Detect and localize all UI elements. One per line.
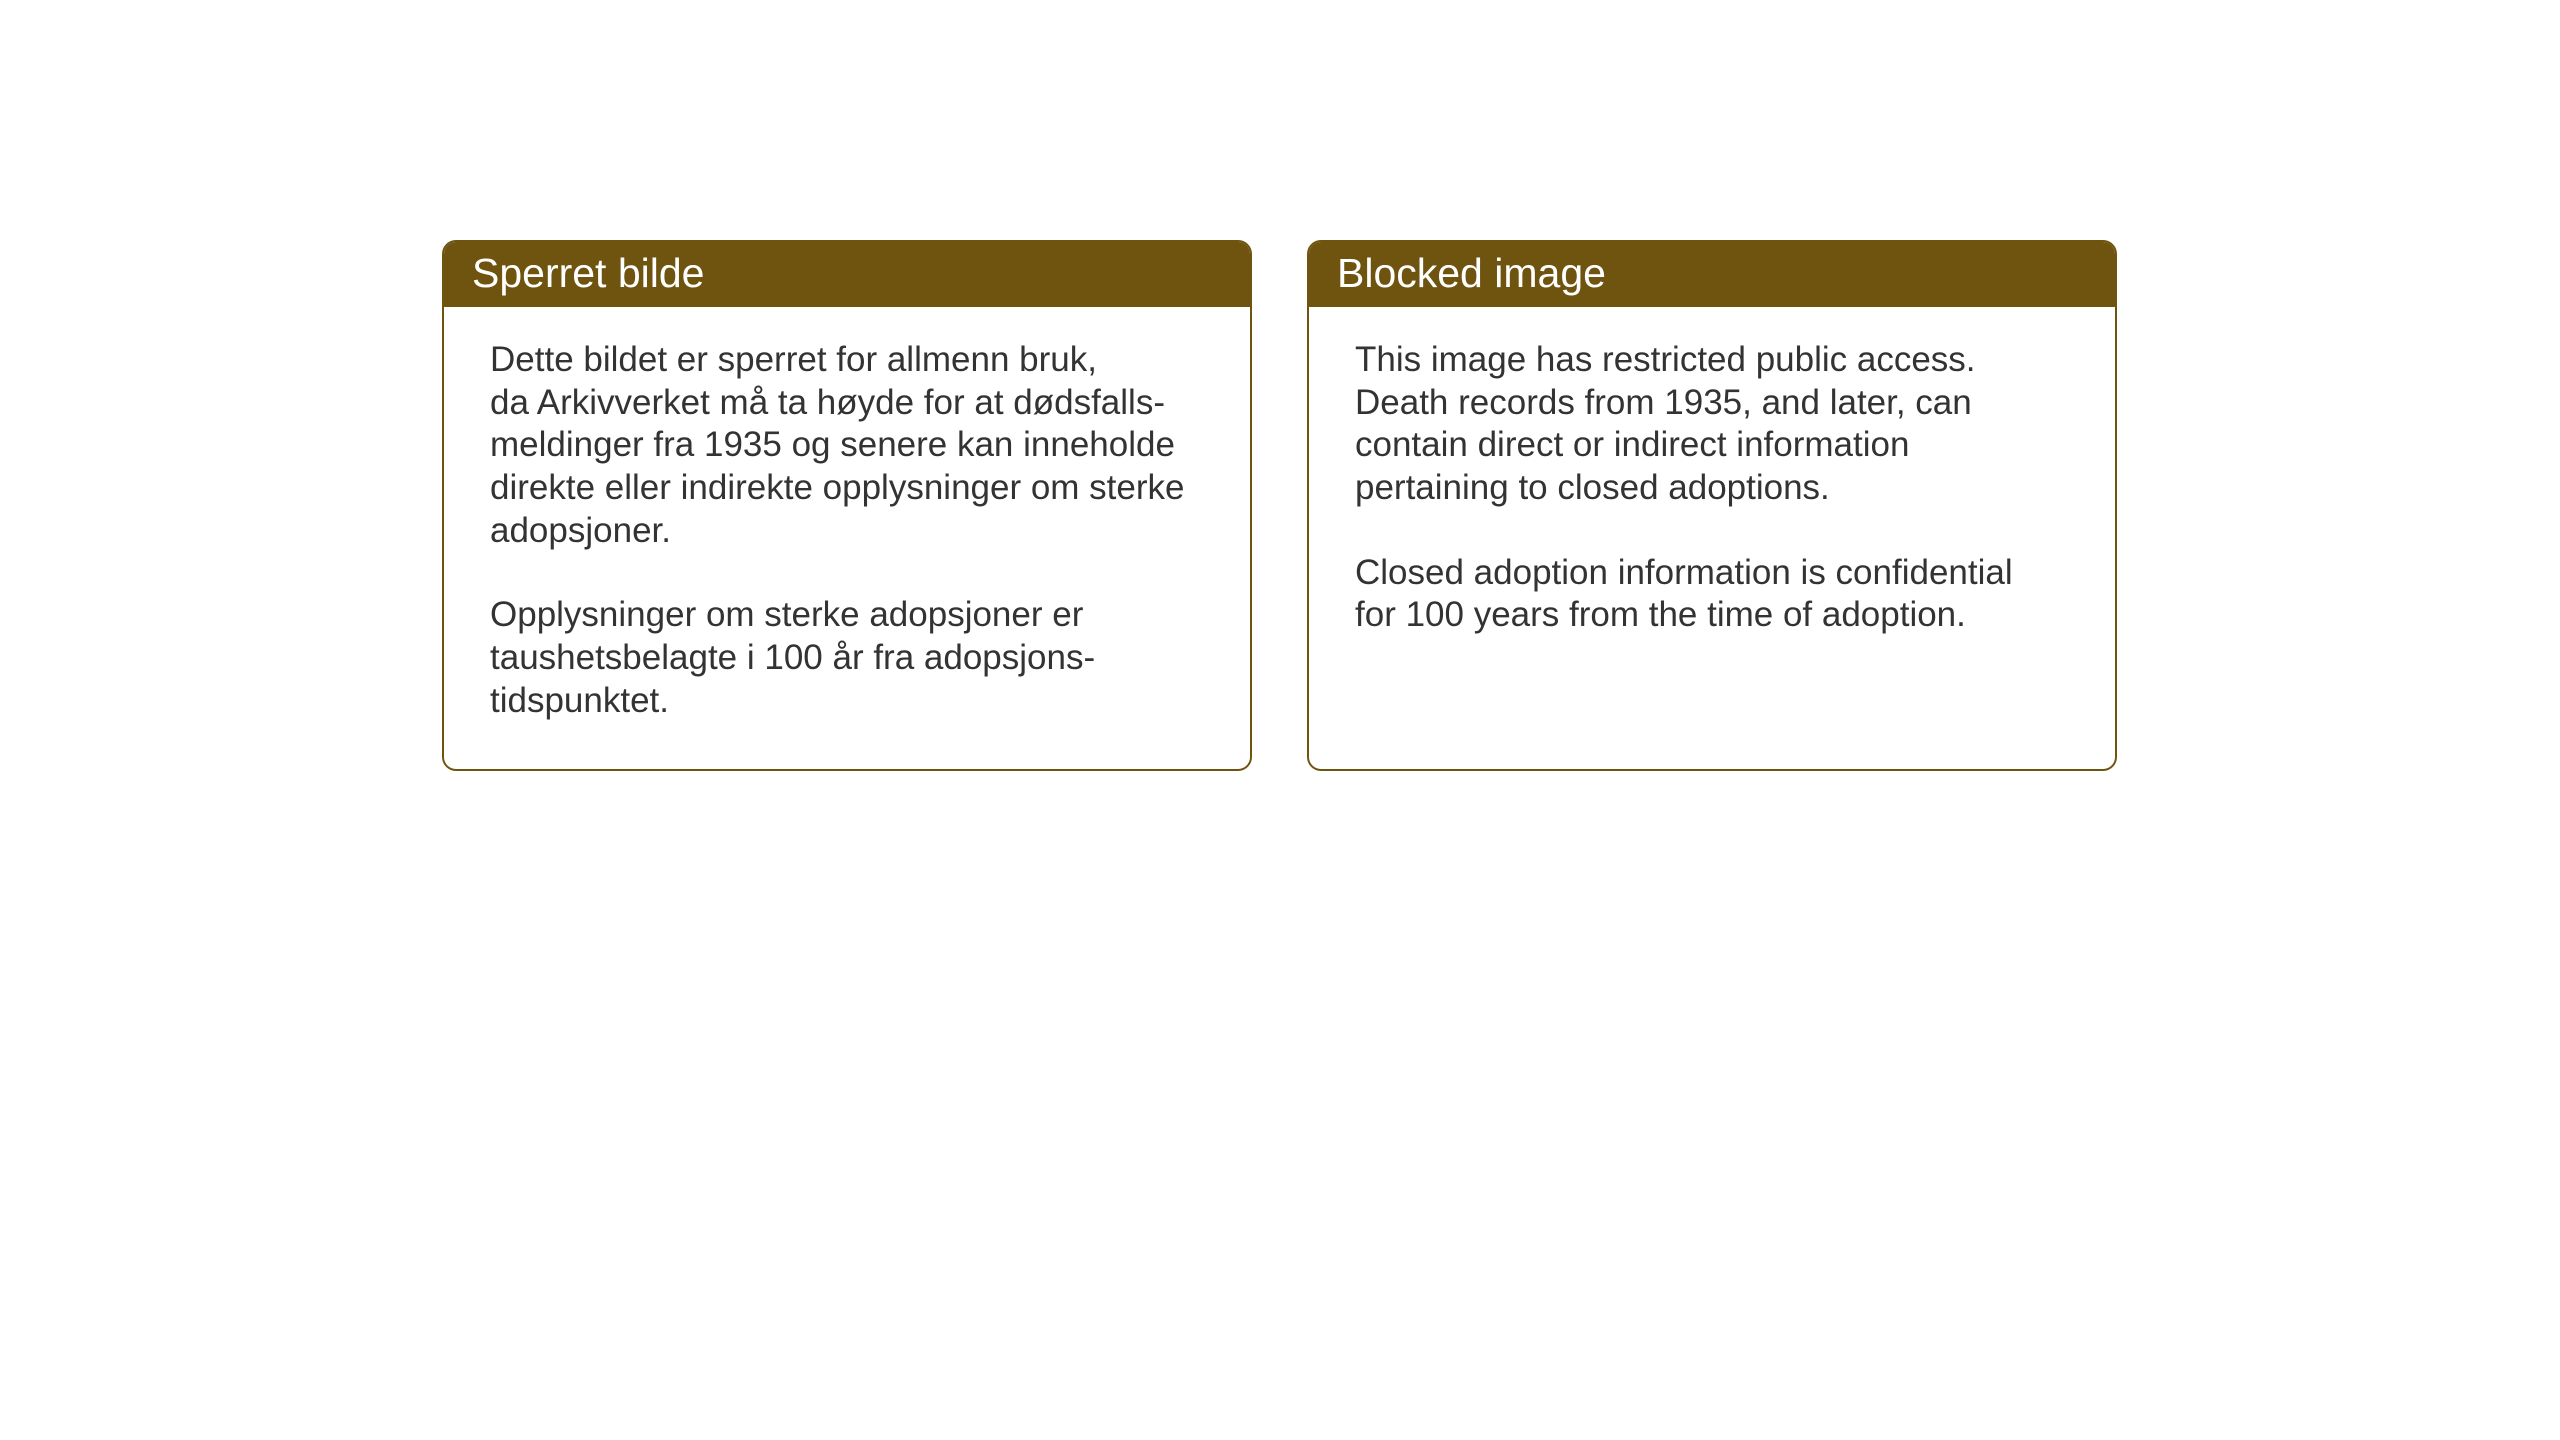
- notice-paragraph2-norwegian: Opplysninger om sterke adopsjoner er tau…: [490, 594, 1204, 722]
- notice-paragraph1-norwegian: Dette bildet er sperret for allmenn bruk…: [490, 339, 1204, 552]
- notice-card-norwegian: Sperret bilde Dette bildet er sperret fo…: [442, 240, 1252, 771]
- notice-container: Sperret bilde Dette bildet er sperret fo…: [442, 240, 2117, 771]
- notice-paragraph1-english: This image has restricted public access.…: [1355, 339, 2069, 510]
- notice-title-norwegian: Sperret bilde: [444, 242, 1250, 307]
- notice-body-english: This image has restricted public access.…: [1309, 307, 2115, 683]
- notice-paragraph2-english: Closed adoption information is confident…: [1355, 552, 2069, 637]
- notice-card-english: Blocked image This image has restricted …: [1307, 240, 2117, 771]
- notice-body-norwegian: Dette bildet er sperret for allmenn bruk…: [444, 307, 1250, 769]
- notice-title-english: Blocked image: [1309, 242, 2115, 307]
